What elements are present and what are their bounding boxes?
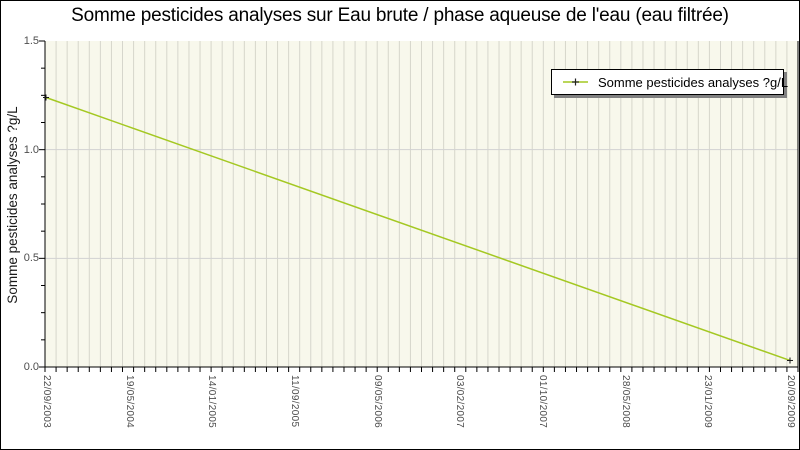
x-tick-label: 03/02/2007 — [454, 375, 466, 429]
legend-label: Somme pesticides analyses ?g/L — [598, 74, 789, 90]
x-tick-label: 20/09/2009 — [785, 375, 796, 429]
y-tick-label: 1.0 — [23, 143, 39, 156]
y-axis-title: Somme pesticides analyses ?g/L — [5, 106, 20, 304]
data-line — [45, 96, 791, 362]
x-tick-label: 14/01/2005 — [206, 375, 218, 429]
x-tick-label: 01/10/2007 — [537, 375, 548, 429]
y-tick-label: 0.5 — [23, 252, 39, 265]
x-tick-label: 09/05/2006 — [371, 375, 383, 429]
x-tick-label: 11/09/2005 — [289, 375, 300, 428]
x-tick-label: 28/05/2008 — [619, 375, 631, 429]
legend: Somme pesticides analyses ?g/L — [551, 69, 788, 95]
x-tick-label: 23/01/2009 — [702, 375, 714, 429]
x-tick-label: 22/09/2003 — [41, 375, 52, 429]
x-tick-label: 19/05/2004 — [123, 375, 135, 429]
y-tick-label: 1.5 — [23, 35, 39, 47]
chart-title: Somme pesticides analyses sur Eau brute … — [71, 5, 729, 26]
y-tick-label: 0.0 — [23, 361, 39, 373]
legend-line-marker-icon — [563, 78, 588, 86]
